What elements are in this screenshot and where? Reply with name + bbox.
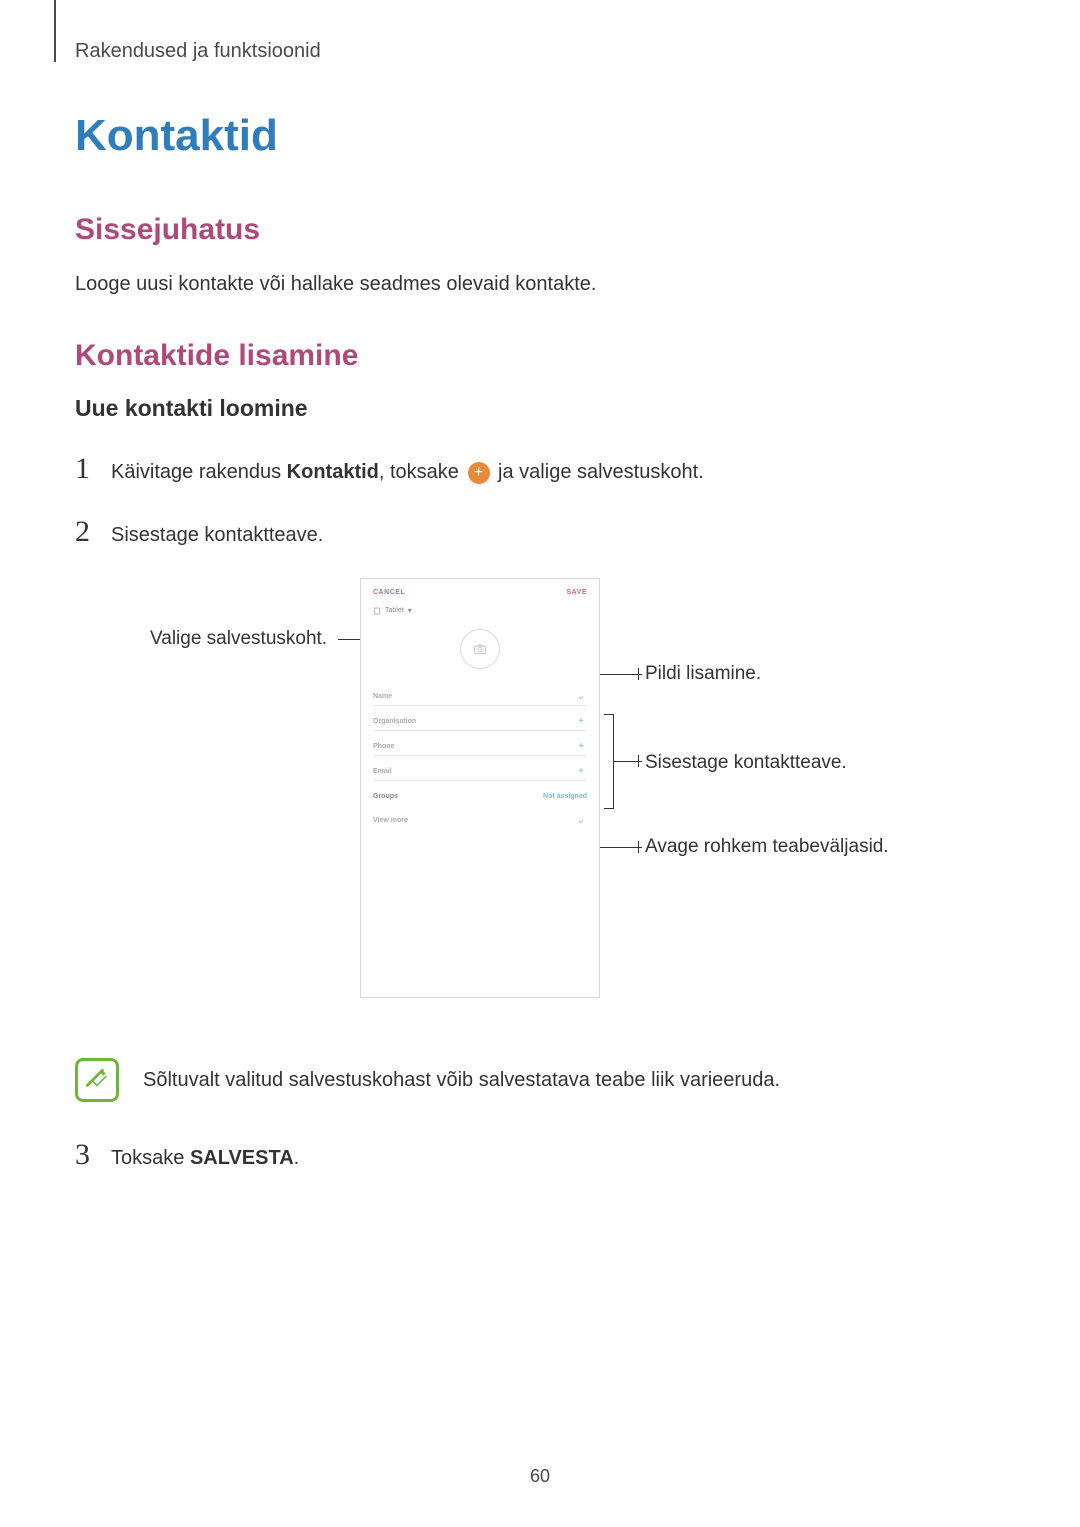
callout-more-label: Avage rohkem teabeväljasid. [645,836,889,858]
section-intro-body: Looge uusi kontakte või hallake seadmes … [75,269,1005,299]
page-content: Rakendused ja funktsioonid Kontaktid Sis… [0,0,1080,1527]
tablet-icon [373,607,381,615]
chevron-down-icon: ▾ [408,606,412,615]
mock-avatar [460,629,500,669]
step-3: 3 Toksake SALVESTA. [75,1138,1005,1173]
phone-mock: CANCEL SAVE Tablet ▾ Name ⌄ Organisation… [360,578,600,998]
add-icon: + [468,462,490,484]
mock-field-groups: Groups Not assigned [373,785,587,803]
add-field-icon: + [575,716,587,727]
mock-topbar: CANCEL SAVE [373,589,587,596]
add-field-icon: + [575,766,587,777]
callout-bracket [604,714,614,809]
callout-tick [638,668,639,680]
step-number: 2 [75,515,111,549]
step-text: Toksake SALVESTA. [111,1143,299,1173]
callout-image-label: Pildi lisamine. [645,663,761,685]
note: Sõltuvalt valitud salvestuskohast võib s… [75,1058,1005,1102]
note-icon [75,1058,119,1102]
section-intro-heading: Sissejuhatus [75,213,1005,247]
callout-line [595,847,642,848]
step-2: 2 Sisestage kontaktteave. [75,515,1005,550]
callout-info-label: Sisestage kontaktteave. [645,752,847,774]
page-header: Rakendused ja funktsioonid [75,40,1005,63]
camera-icon [473,642,487,656]
section-add-subheading: Uue kontakti loomine [75,395,1005,422]
mock-storage-selector: Tablet ▾ [373,606,587,615]
page-number: 60 [0,1466,1080,1487]
mock-save: SAVE [566,589,587,596]
add-field-icon: + [575,741,587,752]
mock-field-email: Email + [373,760,587,781]
callout-tick [638,755,639,767]
mock-field-org: Organisation + [373,710,587,731]
mock-field-name: Name ⌄ [373,685,587,706]
chevron-down-icon: ⌄ [575,815,587,826]
note-text: Sõltuvalt valitud salvestuskohast võib s… [143,1069,780,1092]
contact-form-diagram: Valige salvestuskoht. Pildi lisamine. Si… [90,578,990,1028]
section-add-heading: Kontaktide lisamine [75,339,1005,373]
page-title: Kontaktid [75,111,1005,161]
step-text: Sisestage kontaktteave. [111,520,323,550]
mock-cancel: CANCEL [373,589,405,596]
chevron-down-icon: ⌄ [575,691,587,702]
step-1: 1 Käivitage rakendus Kontaktid, toksake … [75,452,1005,487]
mock-field-more: View more ⌄ [373,807,587,829]
mock-field-phone: Phone + [373,735,587,756]
step-text: Käivitage rakendus Kontaktid, toksake + … [111,457,704,487]
step-number: 3 [75,1138,111,1172]
step-number: 1 [75,452,111,486]
callout-storage-label: Valige salvestuskoht. [150,628,327,650]
callout-tick [638,841,639,853]
